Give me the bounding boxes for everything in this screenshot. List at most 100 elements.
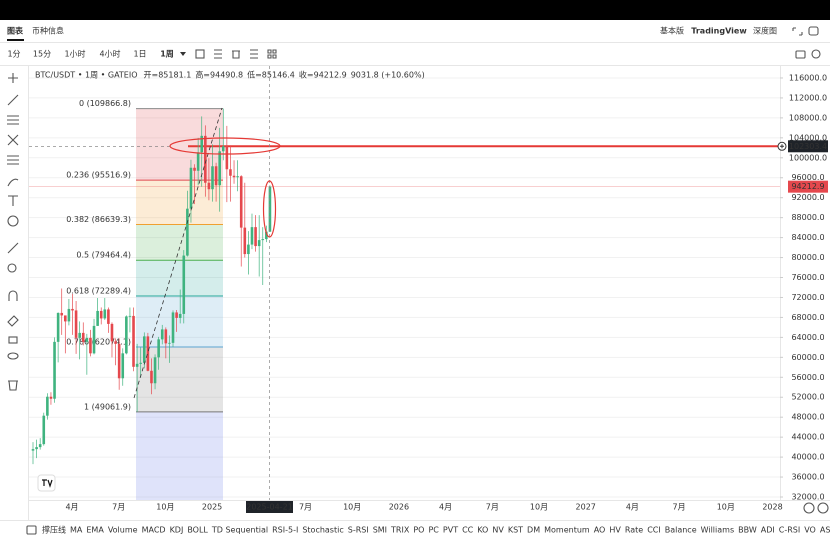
- candle-body: [175, 312, 178, 318]
- candle-body: [117, 343, 121, 379]
- tool-icon[interactable]: [8, 290, 18, 301]
- y-tick-label: 56000.0: [791, 373, 824, 382]
- indicator-button[interactable]: ASI: [820, 526, 830, 535]
- candle-body: [107, 309, 110, 324]
- indicator-button[interactable]: ADI: [761, 526, 775, 535]
- tool-icon[interactable]: [7, 315, 19, 327]
- indicator-button[interactable]: SMI: [373, 526, 387, 535]
- indicator-button[interactable]: PC: [428, 526, 439, 535]
- price-tag-label: 94212.9: [791, 182, 824, 191]
- dropdown-arrow[interactable]: [180, 52, 186, 56]
- indicator-button[interactable]: NV: [492, 526, 504, 535]
- tool-icon[interactable]: [8, 73, 18, 83]
- tool-icon[interactable]: [8, 195, 18, 206]
- fib-label: 1 (49061.9): [84, 402, 131, 411]
- indicator-button[interactable]: Stochastic: [302, 526, 343, 535]
- candle-body: [214, 166, 218, 186]
- indicator-button[interactable]: 撑压线: [42, 525, 66, 535]
- y-tick-label: 76000.0: [791, 273, 824, 282]
- tool-icon[interactable]: [8, 336, 18, 344]
- interval-button[interactable]: 1周: [160, 50, 174, 59]
- interval-button[interactable]: 1日: [133, 50, 146, 59]
- add-alert-plus: [780, 144, 784, 149]
- candle-body: [125, 316, 128, 354]
- nav-link[interactable]: TradingView: [691, 27, 747, 36]
- icon[interactable]: [195, 49, 205, 59]
- icon[interactable]: [811, 49, 821, 59]
- settings-icon[interactable]: [803, 502, 815, 514]
- interval-button[interactable]: 1分: [7, 50, 20, 59]
- indicator-button[interactable]: VO: [804, 526, 816, 535]
- indicator-button[interactable]: KO: [477, 526, 488, 535]
- y-tick-label: 44000.0: [791, 433, 824, 442]
- indicator-button[interactable]: EMA: [86, 526, 104, 535]
- settings-icon[interactable]: [817, 502, 829, 514]
- indicator-button[interactable]: BOLL: [187, 526, 208, 535]
- indicator-button[interactable]: MA: [70, 526, 83, 535]
- x-tick-label: 10月: [717, 503, 735, 512]
- tool-icon[interactable]: [7, 155, 19, 165]
- indicator-button[interactable]: PO: [413, 526, 424, 535]
- candle-body: [225, 146, 229, 170]
- indicator-button[interactable]: BBW: [738, 526, 757, 535]
- icon[interactable]: [232, 50, 240, 59]
- indicator-button[interactable]: PVT: [443, 526, 458, 535]
- indicator-button[interactable]: CCI: [647, 526, 661, 535]
- candle-body: [236, 176, 239, 178]
- nav-tab[interactable]: 币种信息: [32, 26, 64, 36]
- nav-link[interactable]: 基本版: [660, 26, 684, 36]
- tool-icon[interactable]: [7, 134, 19, 146]
- candle-body: [257, 240, 261, 247]
- y-tick-label: 72000.0: [791, 293, 824, 302]
- icon[interactable]: [267, 49, 277, 59]
- tool-icon[interactable]: [7, 242, 19, 254]
- nav-link[interactable]: 深度图: [753, 26, 777, 36]
- ohlc-value: 低=85146.4: [247, 70, 295, 80]
- tool-icon[interactable]: [7, 178, 19, 187]
- indicator-button[interactable]: AO: [594, 526, 606, 535]
- indicator-button[interactable]: Momentum: [544, 526, 590, 535]
- y-tick-label: 100000.0: [789, 153, 827, 162]
- tv-logo[interactable]: [37, 474, 56, 492]
- indicator-button[interactable]: Balance: [665, 526, 697, 535]
- tool-icon[interactable]: [7, 352, 19, 360]
- tool-icon[interactable]: [7, 115, 19, 125]
- candle-body: [157, 339, 160, 358]
- nav-tab[interactable]: 图表: [7, 26, 24, 36]
- indicator-button[interactable]: Rate: [625, 526, 643, 535]
- indicator-icon[interactable]: [26, 525, 37, 535]
- indicator-button[interactable]: TRIX: [390, 526, 410, 535]
- indicator-button[interactable]: Volume: [108, 526, 138, 535]
- y-tick-label: 64000.0: [791, 333, 824, 342]
- candle-body: [103, 309, 107, 319]
- indicator-button[interactable]: MACD: [142, 526, 166, 535]
- indicator-button[interactable]: RSI-5-I: [272, 526, 298, 535]
- indicator-button[interactable]: C-RSI: [779, 526, 800, 535]
- interval-button[interactable]: 4小时: [99, 49, 120, 59]
- fib-label: 0 (109866.8): [79, 99, 131, 108]
- icon[interactable]: [250, 49, 258, 59]
- indicator-button[interactable]: S-RSI: [348, 526, 369, 535]
- indicator-button[interactable]: HV: [609, 526, 621, 535]
- interval-button[interactable]: 15分: [33, 50, 51, 59]
- tool-icon[interactable]: [8, 380, 18, 391]
- icon[interactable]: [808, 26, 819, 36]
- indicator-button[interactable]: KDJ: [170, 526, 184, 535]
- indicator-button[interactable]: TD Sequential: [211, 526, 268, 535]
- fib-band: [136, 296, 223, 347]
- cursor-date-label: 2025-04-21: [246, 503, 293, 512]
- tool-icon[interactable]: [7, 263, 17, 273]
- candle-body: [46, 396, 49, 416]
- y-tick-label: 112000.0: [789, 93, 827, 102]
- indicator-button[interactable]: KST: [508, 526, 523, 535]
- indicator-button[interactable]: CC: [462, 526, 474, 535]
- icon[interactable]: [795, 50, 806, 59]
- interval-button[interactable]: 1小时: [64, 49, 85, 59]
- indicator-button[interactable]: DM: [527, 526, 540, 535]
- icon[interactable]: [214, 49, 222, 59]
- tool-icon[interactable]: [7, 215, 19, 227]
- tool-icon[interactable]: [7, 94, 19, 106]
- icon[interactable]: [792, 27, 803, 36]
- x-tick-label: 4月: [439, 503, 452, 512]
- indicator-button[interactable]: Williams: [701, 526, 735, 535]
